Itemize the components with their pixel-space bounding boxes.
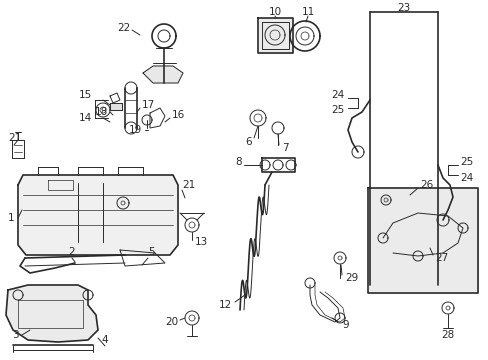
Text: 24: 24: [459, 173, 472, 183]
Text: 16: 16: [172, 110, 185, 120]
Text: 13: 13: [195, 237, 208, 247]
Text: 18: 18: [95, 107, 108, 117]
Text: 26: 26: [419, 180, 432, 190]
Polygon shape: [367, 188, 477, 293]
Text: 21: 21: [182, 180, 195, 190]
Text: 9: 9: [341, 320, 348, 330]
Text: 25: 25: [459, 157, 472, 167]
Text: 21: 21: [8, 133, 21, 143]
Text: 8: 8: [235, 157, 242, 167]
Text: 12: 12: [218, 300, 231, 310]
Text: 25: 25: [331, 105, 345, 115]
Text: 1: 1: [8, 213, 15, 223]
Text: 28: 28: [441, 330, 454, 340]
Text: 10: 10: [268, 7, 281, 17]
Polygon shape: [142, 66, 183, 83]
Text: 19: 19: [128, 125, 142, 135]
Polygon shape: [258, 18, 292, 53]
Text: 20: 20: [164, 317, 178, 327]
Text: 23: 23: [397, 3, 410, 13]
Text: 22: 22: [117, 23, 130, 33]
Text: 4: 4: [102, 335, 108, 345]
Text: 15: 15: [79, 90, 92, 100]
Text: 17: 17: [142, 100, 155, 110]
Text: 24: 24: [331, 90, 345, 100]
Text: 14: 14: [79, 113, 92, 123]
Text: 2: 2: [68, 247, 75, 257]
Text: 29: 29: [345, 273, 358, 283]
Text: 27: 27: [434, 253, 447, 263]
Text: 7: 7: [282, 143, 288, 153]
Text: 11: 11: [301, 7, 314, 17]
Text: 5: 5: [148, 247, 154, 257]
Text: 3: 3: [12, 330, 19, 340]
Polygon shape: [18, 175, 178, 255]
Polygon shape: [110, 103, 122, 110]
Polygon shape: [6, 285, 98, 342]
Text: 6: 6: [245, 137, 251, 147]
